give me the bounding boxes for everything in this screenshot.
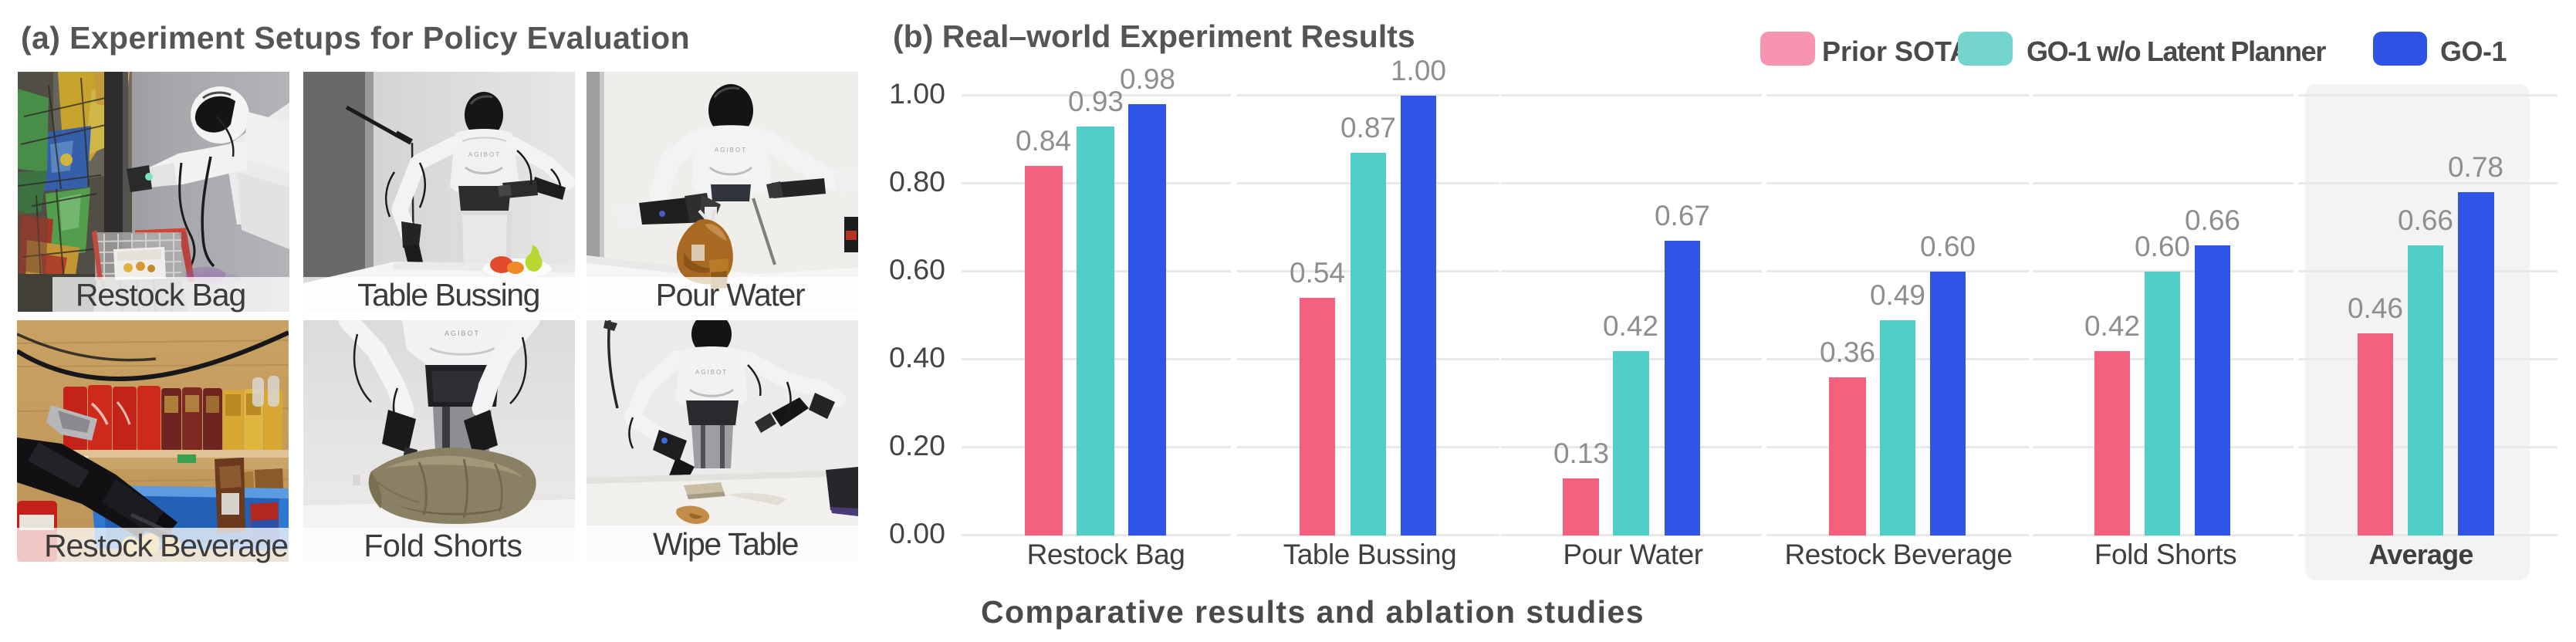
svg-text:AGIBOT: AGIBOT (715, 147, 747, 154)
svg-text:AGIBOT: AGIBOT (468, 151, 501, 158)
svg-text:AGIBOT: AGIBOT (695, 369, 728, 376)
svg-text:AGIBOT: AGIBOT (445, 329, 480, 337)
